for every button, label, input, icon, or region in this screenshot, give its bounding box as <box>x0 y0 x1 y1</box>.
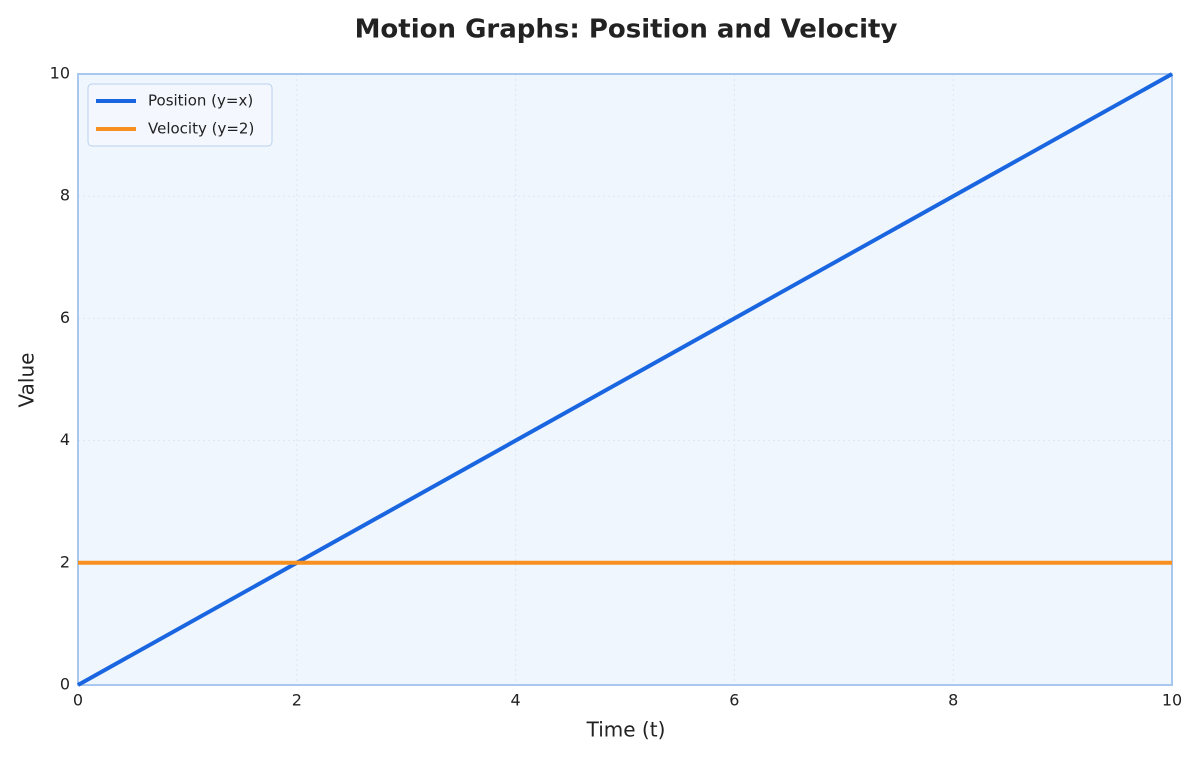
y-tick-label: 10 <box>50 64 70 83</box>
y-tick-label: 2 <box>60 552 70 571</box>
y-tick-label: 0 <box>60 675 70 694</box>
legend-label: Velocity (y=2) <box>148 120 254 138</box>
y-tick-label: 6 <box>60 308 70 327</box>
y-tick-label: 8 <box>60 186 70 205</box>
plot-border <box>77 73 1173 686</box>
x-tick-label: 4 <box>511 691 521 710</box>
legend: Position (y=x) Velocity (y=2) <box>87 83 273 147</box>
x-tick-label: 10 <box>1162 691 1182 710</box>
x-tick-label: 8 <box>948 691 958 710</box>
x-tick-label: 0 <box>73 691 83 710</box>
series-line <box>77 72 1173 687</box>
x-axis-label: Time (t) <box>586 718 666 742</box>
chart-title: Motion Graphs: Position and Velocity <box>355 15 898 45</box>
y-axis-label: Value <box>15 353 39 408</box>
x-tick-label: 6 <box>729 691 739 710</box>
x-tick-label: 2 <box>292 691 302 710</box>
legend-label: Position (y=x) <box>148 92 253 110</box>
y-tick-label: 4 <box>60 430 70 449</box>
